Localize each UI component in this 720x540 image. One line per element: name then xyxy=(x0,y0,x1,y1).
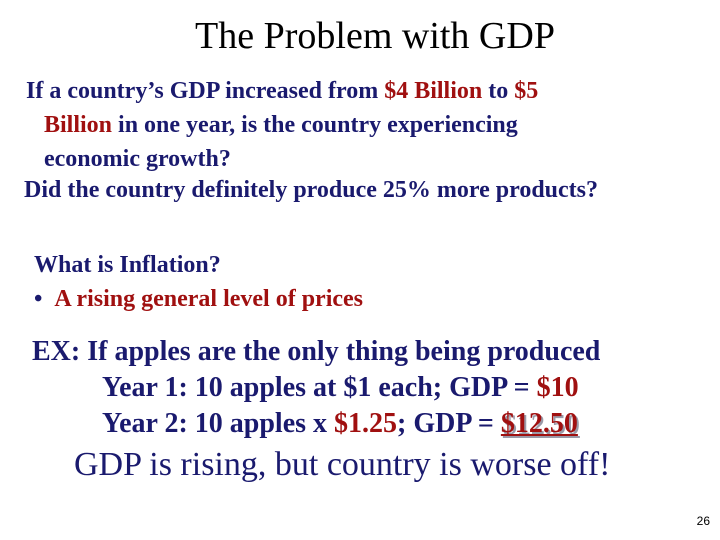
bullet-icon: • xyxy=(34,286,43,312)
q1-text-3: in one year, is the country experiencing xyxy=(112,112,518,138)
example-block: EX: If apples are the only thing being p… xyxy=(32,334,600,442)
q1-text-1: If a country’s GDP increased from xyxy=(26,78,385,104)
year2-price: $1.25 xyxy=(334,408,398,439)
year2-text: Year 2: 10 apples x xyxy=(102,408,335,439)
inflation-bullet: • A rising general level of prices xyxy=(34,282,363,316)
q1-text-2: to xyxy=(482,78,515,104)
question-gdp-growth: If a country’s GDP increased from $4 Bil… xyxy=(26,74,538,176)
year2-text-2: ; GDP = xyxy=(397,408,501,439)
slide-title: The Problem with GDP xyxy=(195,15,555,57)
question-products: Did the country definitely produce 25% m… xyxy=(24,177,598,203)
q1-value-billion: Billion xyxy=(44,112,113,138)
inflation-answer: A rising general level of prices xyxy=(54,286,364,312)
example-year2: Year 2: 10 apples x $1.25; GDP = $12.50 xyxy=(32,406,600,442)
example-year1: Year 1: 10 apples at $1 each; GDP = $10 xyxy=(32,370,600,406)
q1-value-4b: $4 Billion xyxy=(384,78,483,104)
inflation-question: What is Inflation? xyxy=(34,252,221,278)
conclusion: GDP is rising, but country is worse off! xyxy=(74,446,611,483)
year2-gdp: $12.50 xyxy=(500,408,578,439)
page-number: 26 xyxy=(696,514,710,528)
q1-text-4: economic growth? xyxy=(44,146,231,172)
q1-value-5: $5 xyxy=(514,78,539,104)
year1-text: Year 1: 10 apples at $1 each; GDP = xyxy=(102,372,537,403)
example-intro: EX: If apples are the only thing being p… xyxy=(32,336,601,367)
year1-gdp: $10 xyxy=(536,372,579,403)
